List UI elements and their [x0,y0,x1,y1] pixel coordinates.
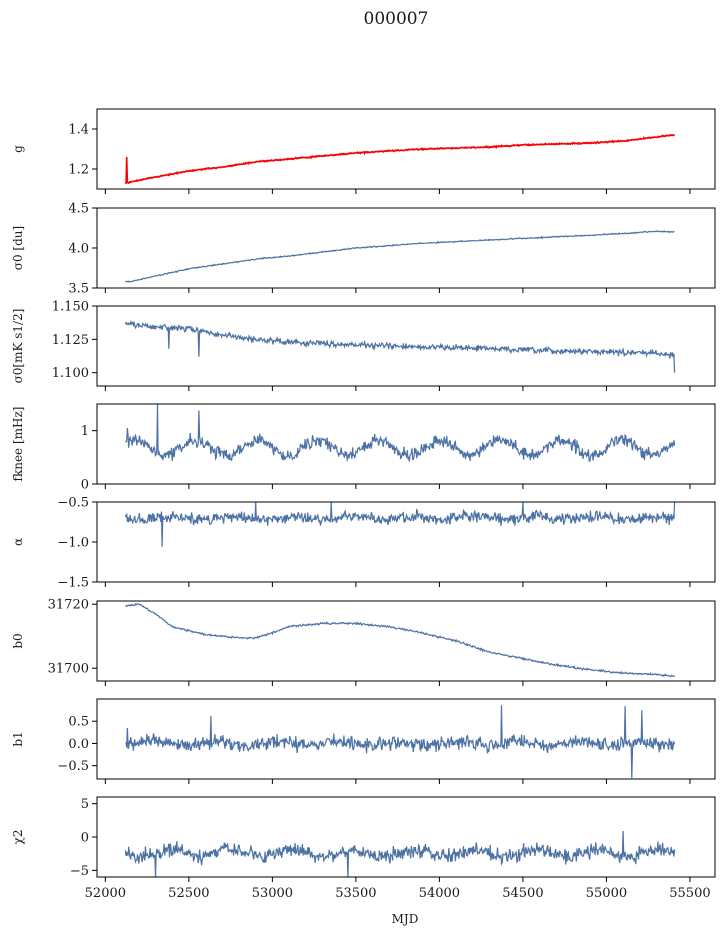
y-tick-label: 1.2 [68,163,89,178]
y-axis-label-b0: b0 [11,633,25,648]
panel-frame [96,600,716,682]
panel-b1: −0.5 0.0 0.5 b1 [11,698,716,784]
y-tick-label: −5 [70,864,89,879]
y-tick-label: 1.125 [52,333,89,348]
y-axis-label-g: g [11,145,25,153]
y-axis-label-fknee: fknee [mHz] [11,407,25,482]
panel-frame [96,207,716,289]
x-tick-label: 52000 [85,886,126,901]
panel-frame [96,698,716,780]
panel-alpha: −1.5 −1.0 −0.5 α [11,496,716,591]
panel-frame [96,796,716,878]
panel-fknee: 0 1 fknee [mHz] [11,403,716,493]
y-tick-label: 31720 [48,598,89,613]
x-tick-label: 55500 [669,886,710,901]
y-tick-label: 1.150 [52,300,89,315]
x-tick-label: 54500 [502,886,543,901]
y-tick-label: 4.0 [68,242,89,257]
y-tick-label: −0.5 [57,759,89,774]
y-tick-label: 31700 [48,662,89,677]
y-tick-label: −1.0 [57,536,89,551]
y-tick-label: 4.5 [68,202,89,217]
x-axis-label: MJD [392,912,419,926]
y-axis-label-sigma0_mk: σ0[mK s1/2] [11,309,25,384]
y-tick-label: 1.100 [52,366,89,381]
y-tick-label: 1.4 [68,123,89,138]
series-line-chi2-chi2 [124,830,676,877]
y-axis-label-chi2: χ2 [11,830,25,845]
panel-frame [96,403,716,485]
y-tick-label: 0 [81,478,89,493]
panel-frame [96,108,716,190]
y-tick-label: 0 [81,831,89,846]
y-tick-label: −1.5 [57,576,89,591]
x-tick-label: 52500 [168,886,209,901]
panel-frame [96,305,716,387]
y-tick-label: 0.5 [68,715,89,730]
y-tick-label: 0.0 [68,737,89,752]
series-line-sigma0_mk-sigma0_mk [124,320,676,373]
series-line-sigma0_du-sigma0 [125,230,675,283]
y-tick-label: 5 [81,797,89,812]
x-tick-label: 54000 [419,886,460,901]
series-line-b0-b0 [125,603,676,678]
y-axis-label-sigma0_du: σ0 [du] [11,226,25,270]
series-line-fknee-fknee [125,404,676,463]
panel-sigma0_du: 3.5 4.0 4.5 σ0 [du] [11,202,716,297]
panel-g: 1.2 1.4 g [11,108,716,194]
x-tick-label: 55000 [586,886,627,901]
series-line-alpha-alpha [124,502,676,547]
panel-b0: 31700 31720 b0 [11,598,716,686]
x-tick-label: 53500 [335,886,376,901]
y-tick-label: 3.5 [68,282,89,297]
y-axis-label-b1: b1 [11,731,25,746]
panels-group: 1.2 1.4 g 3.5 4.0 4.5 σ0 [du] 1.100 1.125 1.150 σ0… [11,108,716,901]
x-tick-label: 53000 [252,886,293,901]
panel-sigma0_mk: 1.100 1.125 1.150 σ0[mK s1/2] [11,300,716,391]
panel-chi2: −5 0 5 52000 52500 53000 53500 54000 54500 55000 5… [11,796,716,901]
y-tick-label: −0.5 [57,496,89,511]
chart-title: 000007 [364,9,429,29]
panel-frame [96,501,716,583]
series-line-b1-b1 [125,705,676,779]
y-axis-label-alpha: α [11,538,25,546]
y-tick-label: 1 [81,424,89,439]
series-line-g-fit [124,133,676,185]
